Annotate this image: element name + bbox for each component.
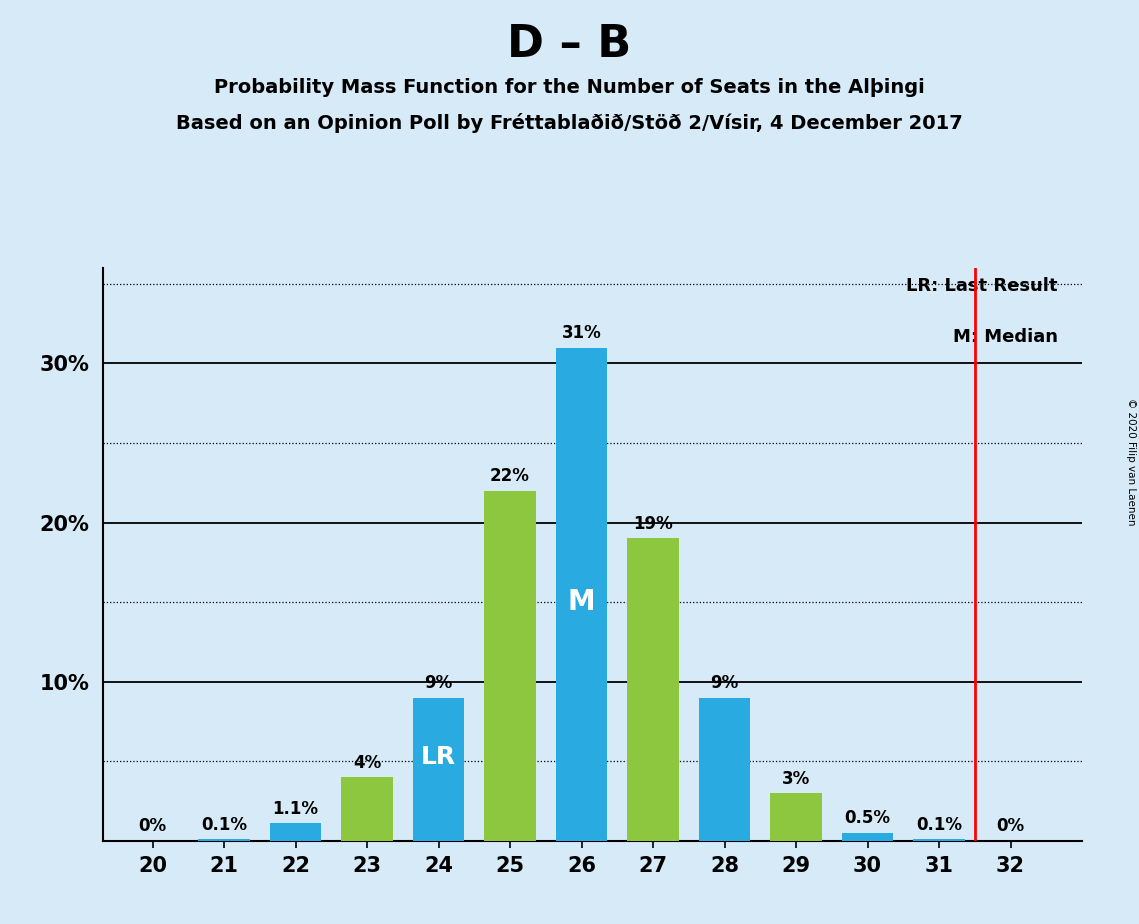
Text: Probability Mass Function for the Number of Seats in the Alþingi: Probability Mass Function for the Number… [214, 78, 925, 97]
Text: 19%: 19% [633, 515, 673, 533]
Bar [699, 698, 751, 841]
Text: 0.5%: 0.5% [844, 809, 891, 827]
Text: 0.1%: 0.1% [916, 816, 962, 833]
Text: 3%: 3% [782, 770, 810, 787]
Text: LR: Last Result: LR: Last Result [906, 276, 1057, 295]
Bar [342, 777, 393, 841]
Bar [412, 698, 465, 841]
Bar [628, 539, 679, 841]
Text: 9%: 9% [425, 674, 452, 692]
Bar [198, 839, 249, 841]
Bar [913, 839, 965, 841]
Text: 22%: 22% [490, 468, 530, 485]
Bar [842, 833, 893, 841]
Text: M: Median: M: Median [952, 328, 1057, 346]
Bar [270, 823, 321, 841]
Text: 31%: 31% [562, 324, 601, 342]
Bar [770, 793, 822, 841]
Text: 4%: 4% [353, 754, 382, 772]
Text: 0%: 0% [997, 817, 1025, 835]
Text: LR: LR [421, 746, 456, 769]
Text: Based on an Opinion Poll by Fréttablaðið/Stöð 2/Vísir, 4 December 2017: Based on an Opinion Poll by Fréttablaðið… [177, 113, 962, 133]
Text: 9%: 9% [711, 674, 739, 692]
Text: 0.1%: 0.1% [202, 816, 247, 833]
Bar [556, 347, 607, 841]
Text: © 2020 Filip van Laenen: © 2020 Filip van Laenen [1125, 398, 1136, 526]
Text: M: M [567, 589, 596, 616]
Text: D – B: D – B [507, 23, 632, 67]
Text: 0%: 0% [139, 817, 166, 835]
Text: 1.1%: 1.1% [272, 800, 319, 818]
Bar [484, 491, 535, 841]
